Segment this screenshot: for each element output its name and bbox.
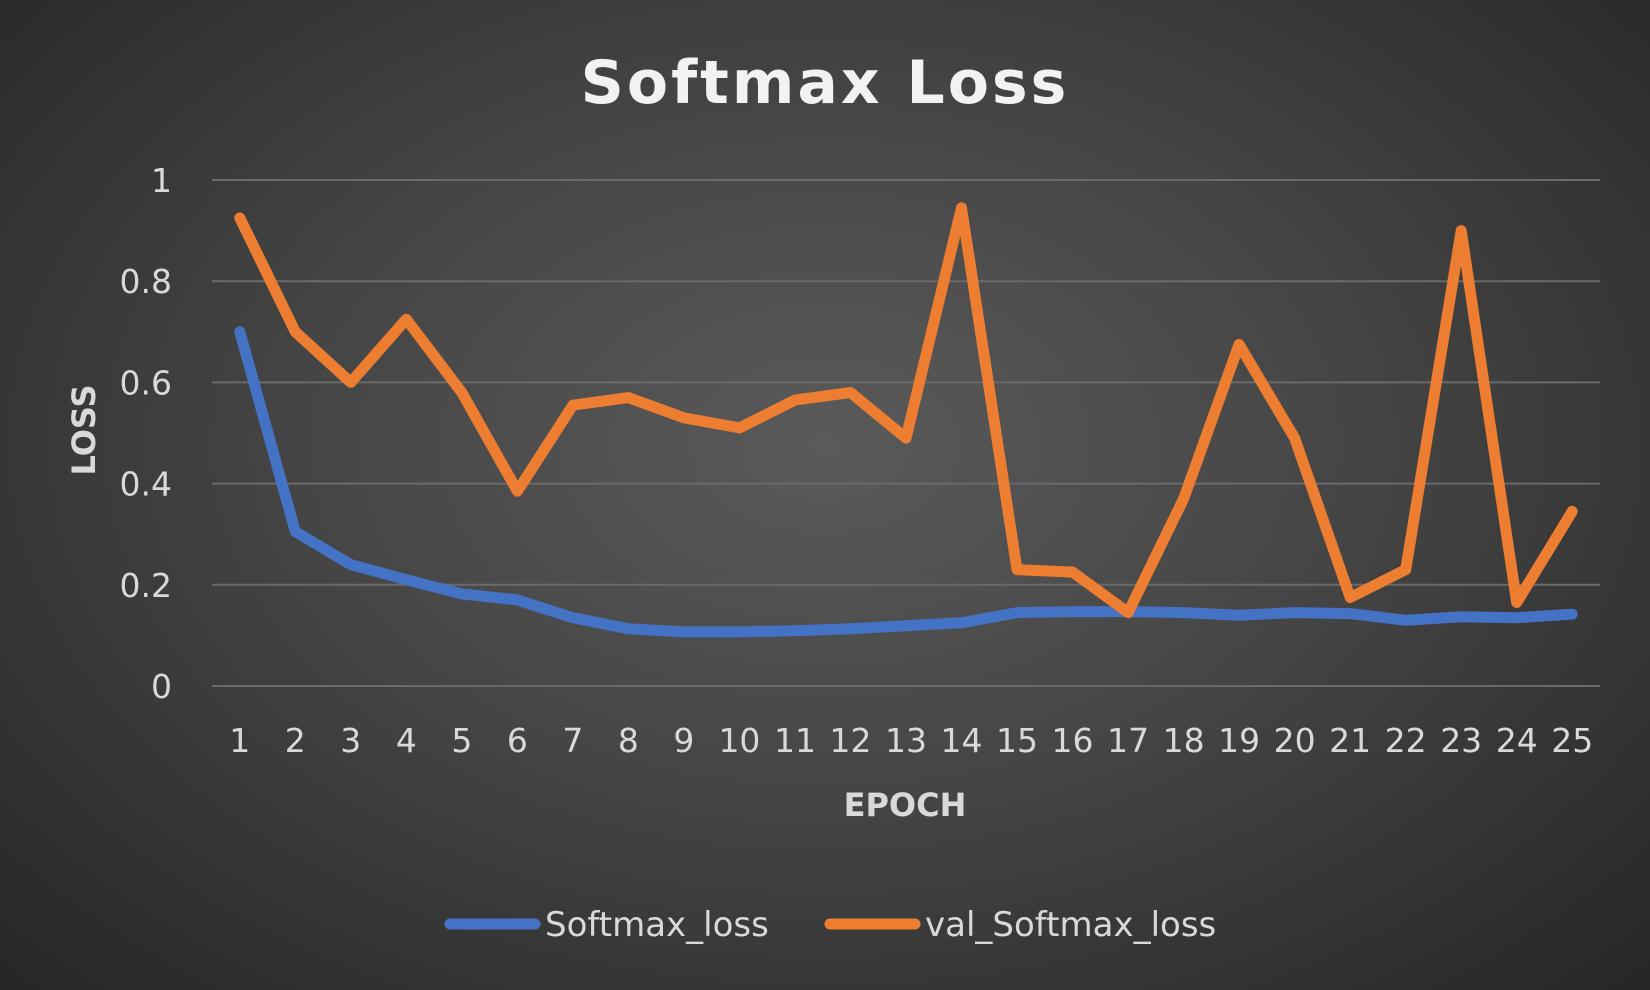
x-tick-label: 15 bbox=[996, 721, 1038, 760]
x-tick-label: 5 bbox=[451, 721, 472, 760]
x-tick-label: 6 bbox=[507, 721, 528, 760]
x-tick-label: 2 bbox=[285, 721, 306, 760]
x-tick-label: 24 bbox=[1496, 721, 1538, 760]
x-tick-label: 25 bbox=[1551, 721, 1593, 760]
y-tick-label: 0.8 bbox=[120, 262, 172, 301]
x-tick-label: 8 bbox=[618, 721, 639, 760]
y-tick-label: 0.6 bbox=[120, 363, 172, 402]
x-tick-label: 21 bbox=[1329, 721, 1371, 760]
series-line-val-softmax-loss bbox=[234, 202, 1578, 619]
x-tick-label: 9 bbox=[673, 721, 694, 760]
x-tick-label: 3 bbox=[340, 721, 361, 760]
x-tick-label: 11 bbox=[774, 721, 816, 760]
x-tick-label: 4 bbox=[396, 721, 417, 760]
x-axis-ticks: 1 2 3 4 5 6 7 8 9 10 11 12 13 14 15 16 17 18 19 20 21 22 23 24 2… bbox=[229, 721, 1593, 760]
x-tick-label: 19 bbox=[1218, 721, 1260, 760]
x-axis-title: EPOCH bbox=[844, 786, 967, 824]
legend-label: val_Softmax_loss bbox=[925, 905, 1216, 945]
y-tick-label: 0.4 bbox=[120, 465, 172, 504]
x-tick-label: 23 bbox=[1440, 721, 1482, 760]
x-tick-label: 20 bbox=[1274, 721, 1316, 760]
y-axis-title: LOSS bbox=[65, 384, 103, 475]
y-tick-label: 1 bbox=[151, 161, 172, 200]
x-tick-label: 7 bbox=[562, 721, 583, 760]
x-tick-label: 14 bbox=[941, 721, 983, 760]
y-axis-ticks: 0 0.2 0.4 0.6 0.8 1 bbox=[120, 161, 172, 706]
x-tick-label: 10 bbox=[718, 721, 760, 760]
x-tick-label: 18 bbox=[1163, 721, 1205, 760]
x-tick-label: 22 bbox=[1385, 721, 1427, 760]
x-tick-label: 17 bbox=[1107, 721, 1149, 760]
y-tick-label: 0.2 bbox=[120, 566, 172, 605]
legend-label: Softmax_loss bbox=[545, 905, 769, 945]
x-tick-label: 16 bbox=[1052, 721, 1094, 760]
series-lines bbox=[234, 202, 1578, 638]
y-tick-label: 0 bbox=[151, 667, 172, 706]
legend: Softmax_loss val_Softmax_loss bbox=[444, 905, 1216, 945]
chart-title: Softmax Loss bbox=[581, 48, 1070, 118]
x-tick-label: 12 bbox=[829, 721, 871, 760]
series-line-softmax-loss bbox=[234, 326, 1578, 638]
x-tick-label: 1 bbox=[229, 721, 250, 760]
x-tick-label: 13 bbox=[885, 721, 927, 760]
